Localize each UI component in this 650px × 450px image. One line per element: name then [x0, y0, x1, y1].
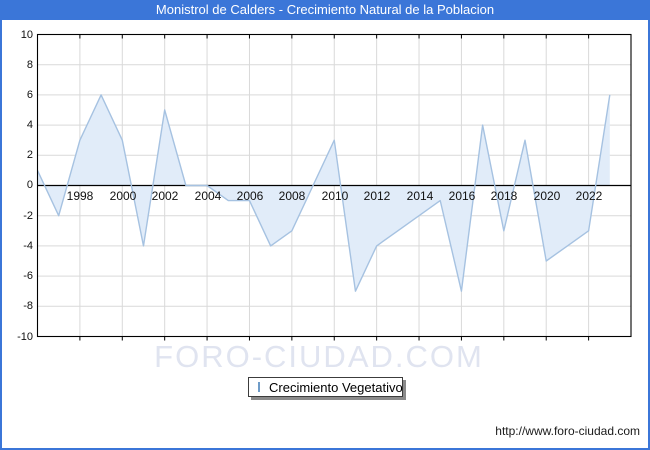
chart-title: Monistrol de Calders - Crecimiento Natur… — [0, 0, 650, 20]
x-tick-label: 1998 — [66, 189, 94, 203]
y-tick-label: -4 — [23, 240, 33, 252]
x-tick-label: 2006 — [236, 189, 264, 203]
x-tick-label: 2000 — [109, 189, 137, 203]
y-tick-label: 4 — [26, 119, 33, 131]
legend-swatch — [258, 382, 260, 392]
x-tick-label: 2008 — [278, 189, 306, 203]
x-tick-label: 2010 — [321, 189, 349, 203]
legend-box: Crecimiento Vegetativo — [248, 377, 403, 397]
source-url: http://www.foro-ciudad.com — [495, 424, 640, 438]
y-tick-label: -8 — [23, 300, 33, 312]
x-tick-label: 2002 — [151, 189, 179, 203]
y-tick-label: -6 — [23, 270, 33, 282]
watermark: FORO-CIUDAD.COM — [154, 339, 484, 374]
y-tick-label: 0 — [26, 179, 33, 191]
y-tick-label: -2 — [23, 210, 33, 222]
y-tick-label: 2 — [26, 149, 33, 161]
y-tick-label: 8 — [26, 59, 33, 71]
x-tick-label: 2014 — [406, 189, 434, 203]
x-tick-label: 2012 — [363, 189, 391, 203]
x-tick-label: 2004 — [194, 189, 222, 203]
y-tick-label: 10 — [20, 29, 33, 41]
x-tick-label: 2018 — [490, 189, 518, 203]
y-tick-label: 6 — [26, 89, 33, 101]
y-tick-label: -10 — [17, 331, 33, 343]
x-tick-label: 2016 — [448, 189, 476, 203]
x-tick-label: 2022 — [575, 189, 603, 203]
x-tick-label: 2020 — [533, 189, 561, 203]
legend-label: Crecimiento Vegetativo — [269, 379, 403, 395]
